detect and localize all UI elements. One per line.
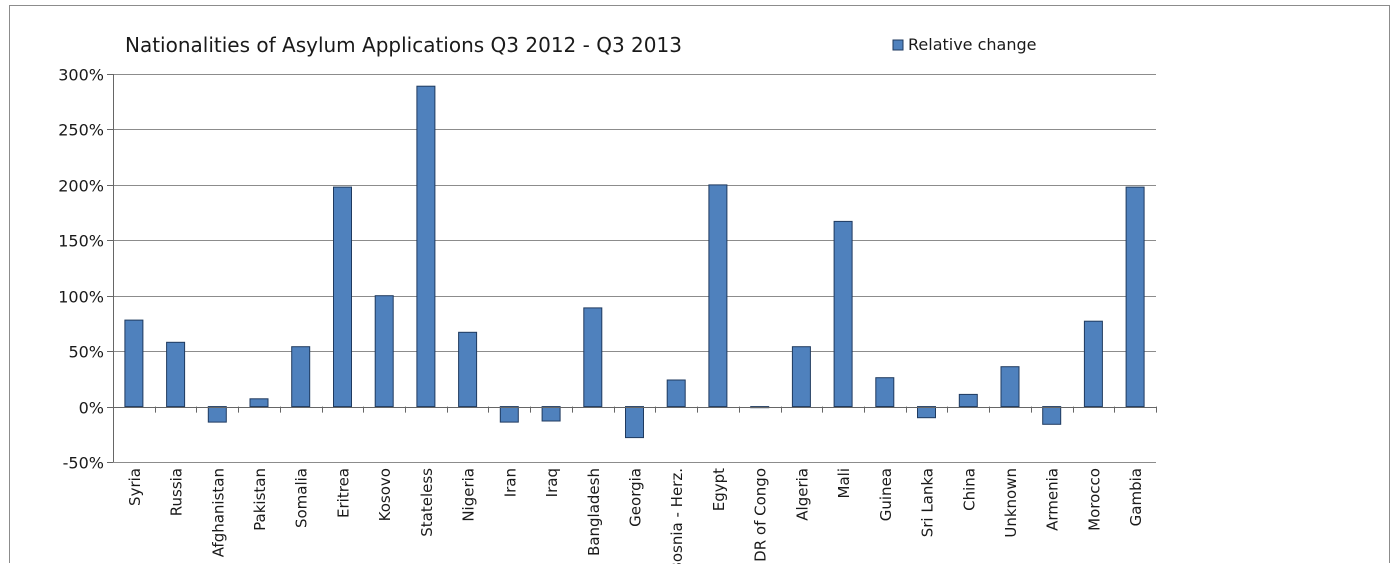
x-category-label: Somalia — [293, 468, 311, 528]
x-category-label: Mali — [835, 468, 853, 498]
x-category-label: Guinea — [877, 468, 895, 521]
y-tick-label: 250% — [58, 121, 104, 140]
bar-nigeria — [458, 331, 478, 408]
bar-guinea — [875, 377, 895, 408]
bar-iraq — [541, 406, 561, 422]
x-category-label: Afghanistan — [209, 468, 227, 557]
legend-swatch — [892, 39, 904, 51]
x-category-labels: Syria Russia Afghanistan Pakistan Somalia Eri… — [126, 468, 1145, 564]
x-category-label: Iran — [501, 468, 519, 497]
x-category-label: Sri Lanka — [919, 468, 937, 537]
bar-somalia — [291, 346, 311, 408]
y-tick-label: 100% — [58, 288, 104, 307]
legend: Relative change — [892, 35, 1037, 54]
bar-stateless — [416, 85, 436, 408]
x-category-label: Russia — [168, 468, 186, 516]
bar-egypt — [708, 184, 728, 408]
y-tick-label: 150% — [58, 232, 104, 251]
axes — [107, 74, 1157, 463]
chart-frame: Nationalities of Asylum Applications Q3 … — [9, 5, 1390, 564]
x-category-label: Kosovo — [376, 468, 394, 521]
x-category-label: Unknown — [1002, 468, 1020, 538]
bar-unknown — [1000, 366, 1020, 408]
bars — [124, 85, 1145, 439]
legend-label: Relative change — [908, 35, 1037, 54]
x-category-label: DR of Congo — [752, 468, 770, 562]
x-category-label: Gambia — [1127, 468, 1145, 526]
bar-bangladesh — [583, 307, 603, 408]
y-tick-label: -50% — [63, 454, 104, 473]
bar-kosovo — [374, 295, 394, 408]
y-tick-label: 50% — [68, 343, 104, 362]
x-category-label: Georgia — [627, 468, 645, 527]
x-category-label: Stateless — [418, 468, 436, 537]
bar-afghanistan — [207, 406, 227, 423]
x-category-label: Iraq — [543, 468, 561, 497]
x-category-label: China — [960, 468, 978, 511]
x-category-label: Bangladesh — [585, 468, 603, 556]
y-tick-label: 300% — [58, 66, 104, 85]
bar-iran — [499, 406, 519, 423]
x-category-label: Armenia — [1044, 468, 1062, 531]
x-category-label: Pakistan — [251, 468, 269, 531]
gridlines — [113, 74, 1156, 463]
bar-eritrea — [333, 186, 352, 408]
x-category-label: Eritrea — [334, 468, 352, 518]
bar-mali — [833, 220, 853, 407]
y-tick-label: 0% — [79, 399, 104, 418]
bar-pakistan — [249, 398, 269, 408]
bar-gambia — [1125, 186, 1145, 408]
y-tick-labels: -50% 0% 50% 100% 150% 200% 250% 300% — [58, 66, 104, 473]
bar-bosnia-herz- — [666, 379, 686, 408]
bar-china — [958, 393, 978, 408]
x-category-label: Algeria — [793, 468, 811, 521]
bar-armenia — [1042, 406, 1062, 425]
chart-title: Nationalities of Asylum Applications Q3 … — [125, 33, 682, 57]
x-category-label: Morocco — [1085, 468, 1103, 531]
x-category-label: Egypt — [710, 468, 728, 511]
x-category-label: Bosnia - Herz. — [668, 468, 686, 564]
bar-russia — [166, 341, 186, 408]
bar-algeria — [791, 346, 811, 408]
bar-chart: Nationalities of Asylum Applications Q3 … — [58, 33, 1157, 564]
x-category-label: Nigeria — [460, 468, 478, 522]
bar-georgia — [625, 406, 644, 439]
x-category-label: Syria — [126, 468, 144, 506]
bar-syria — [124, 319, 144, 408]
bar-sri-lanka — [917, 406, 936, 419]
y-tick-label: 200% — [58, 177, 104, 196]
bar-morocco — [1083, 320, 1103, 408]
